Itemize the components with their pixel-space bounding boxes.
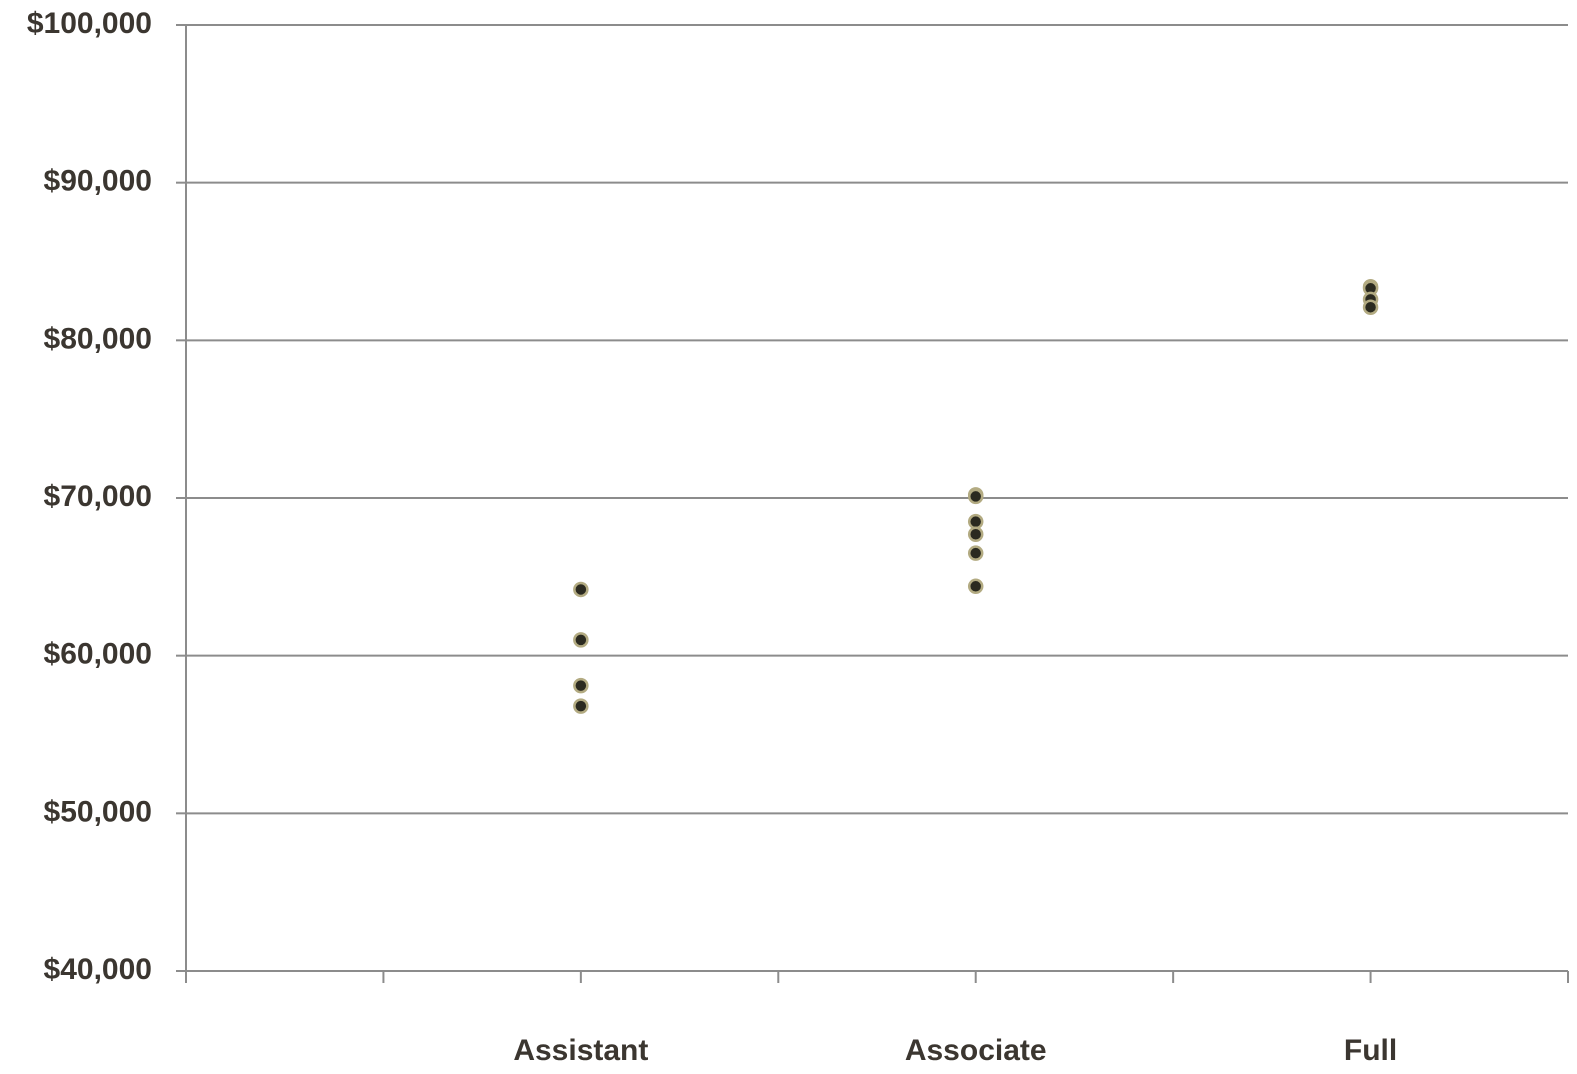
y-tick-label: $80,000 xyxy=(44,322,152,355)
dot xyxy=(573,698,589,714)
dot xyxy=(573,632,589,648)
y-tick-label: $70,000 xyxy=(44,480,152,513)
dot xyxy=(573,581,589,598)
dot xyxy=(967,526,984,543)
dot xyxy=(573,677,589,694)
dot xyxy=(967,513,984,530)
dot xyxy=(967,488,984,505)
x-tick-label: Associate xyxy=(905,1034,1047,1067)
x-tick-label: Assistant xyxy=(513,1034,648,1067)
y-tick-label: $50,000 xyxy=(44,795,152,828)
y-tick-label: $60,000 xyxy=(44,638,152,671)
y-tick-label: $40,000 xyxy=(44,953,152,986)
dot xyxy=(1362,299,1379,315)
x-tick-label: Full xyxy=(1344,1034,1397,1067)
y-tick-label: $100,000 xyxy=(27,7,152,40)
y-tick-label: $90,000 xyxy=(44,165,152,198)
dot xyxy=(967,578,984,595)
dot xyxy=(967,545,984,561)
